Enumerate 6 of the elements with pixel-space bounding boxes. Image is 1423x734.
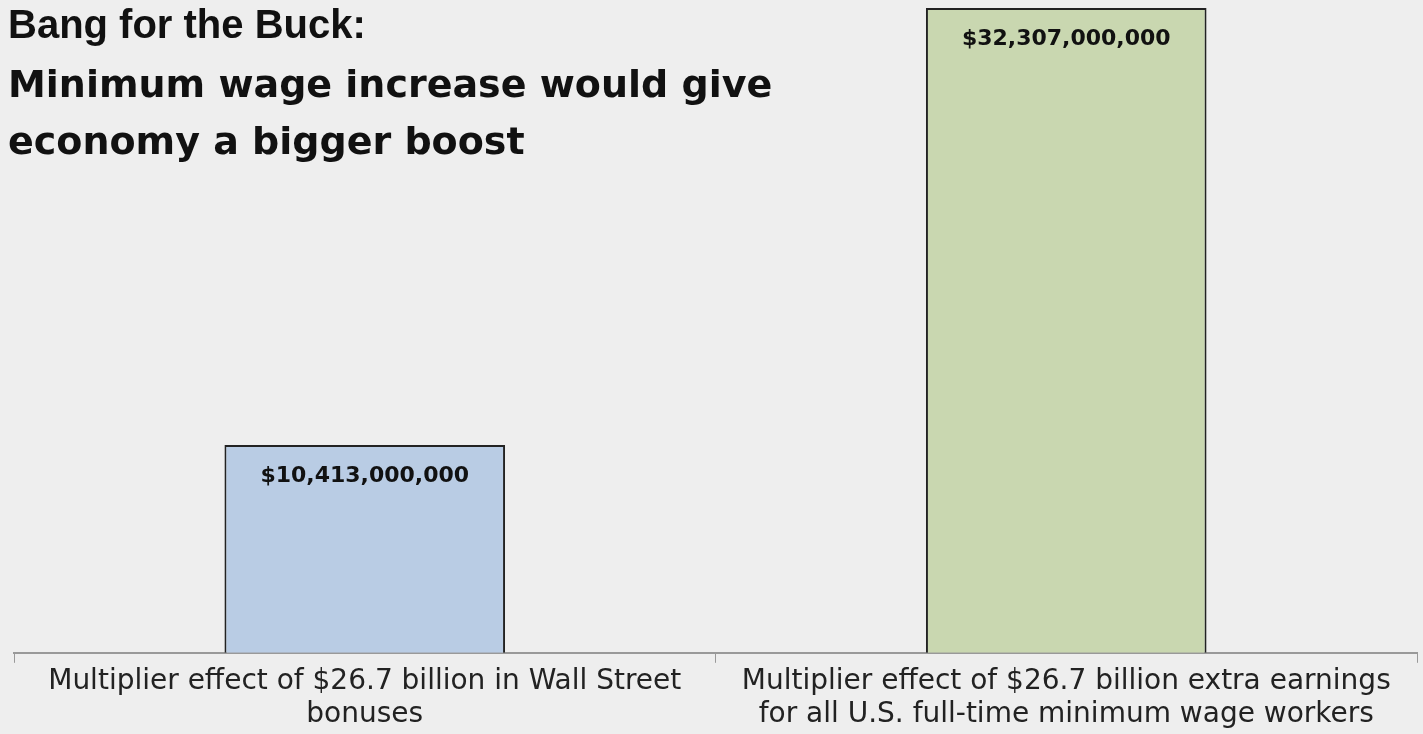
x-tick-label: Multiplier effect of $26.7 billion extra earnings for all U.S. full-time minimum wage workers — [741, 662, 1391, 730]
data-label: $32,307,000,000 — [961, 24, 1171, 50]
data-label: $10,413,000,000 — [260, 461, 470, 487]
chart-title: Bang for the Buck: — [8, 2, 366, 47]
text: Minimum wage increase would give economy a bigger boost — [8, 61, 774, 165]
x-tick-label: Multiplier effect of $26.7 billion in Wall Street bonuses — [48, 662, 682, 730]
